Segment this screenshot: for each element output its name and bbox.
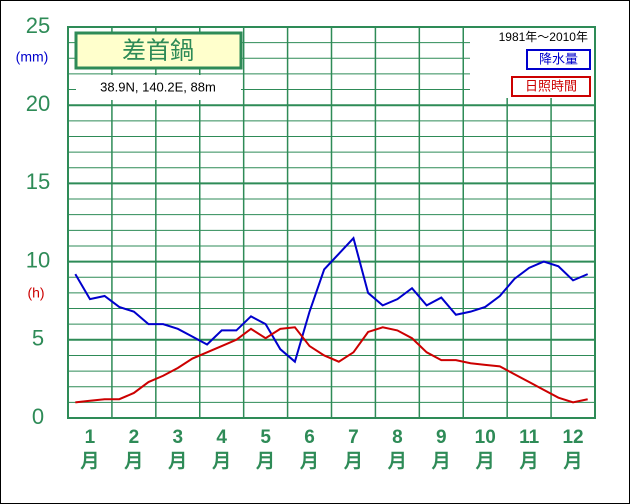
x-tick-label: 12 月 (562, 427, 584, 472)
x-tick-label: 3 月 (168, 427, 188, 472)
y-tick-label: 20 (26, 91, 50, 116)
y-tick-label: 10 (26, 247, 50, 272)
legend-box (511, 76, 591, 97)
x-tick-label: 6 月 (300, 427, 320, 472)
subtitle: 38.9N, 140.2E, 88m (100, 79, 216, 94)
x-tick-label: 11 月 (519, 427, 540, 472)
series-line (75, 326, 588, 404)
x-tick-label: 5 月 (256, 427, 276, 472)
x-tick-label: 2 月 (124, 427, 144, 472)
y-tick-label: 5 (32, 326, 44, 351)
title-box (74, 31, 243, 70)
chart-title: 差首鍋 (122, 37, 194, 64)
x-tick-label: 1 月 (80, 427, 100, 472)
plot-border (67, 26, 596, 419)
x-tick-label: 8 月 (387, 427, 407, 472)
x-tick-label: 4 月 (212, 427, 232, 472)
subtitle-box (76, 75, 241, 100)
y-tick-label: 0 (32, 404, 44, 429)
y-tick-label: 25 (26, 13, 50, 38)
y-label-2: (h) (27, 285, 44, 301)
y-label: (mm) (16, 49, 49, 65)
x-tick-label: 7 月 (343, 427, 363, 472)
y-tick-label: 15 (26, 169, 50, 194)
series-line (74, 236, 589, 364)
legend-label: 降水量 (539, 51, 578, 66)
legend-label: 日照時間 (525, 78, 577, 93)
x-tick-label: 10 月 (474, 427, 496, 472)
period: 1981年～2010年 (499, 30, 588, 44)
legend-box (526, 49, 591, 70)
x-tick-label: 9 月 (431, 427, 451, 472)
